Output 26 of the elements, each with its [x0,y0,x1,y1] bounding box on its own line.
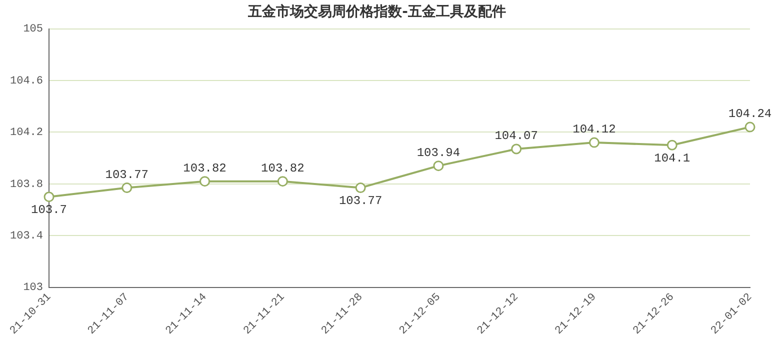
y-tick-label: 105 [23,24,44,36]
point [44,192,54,202]
point [433,160,444,172]
data-label: 104.1 [654,151,690,166]
y-tick-label: 104.6 [10,75,44,88]
y-tick-label: 104.2 [10,127,44,140]
point [277,176,288,187]
chart-title: 五金市场交易周价格指数-五金工具及配件 [247,3,506,20]
data-label: 104.12 [572,122,616,137]
data-label: 103.82 [261,162,304,176]
point [744,122,756,132]
y-tick-label: 103 [23,282,44,294]
point [666,140,678,150]
data-label: 103.77 [105,168,149,182]
point [200,176,210,187]
point [355,182,366,194]
point [588,137,600,148]
data-label: 103.77 [338,194,382,208]
point [511,144,522,154]
data-label: 103.94 [416,146,460,160]
data-label: 104.24 [728,107,772,122]
point [122,182,132,194]
y-tick-label: 103.4 [10,230,44,243]
data-label: 104.07 [494,129,538,144]
y-tick-label: 103.8 [10,178,44,191]
data-label: 103.82 [183,162,226,176]
